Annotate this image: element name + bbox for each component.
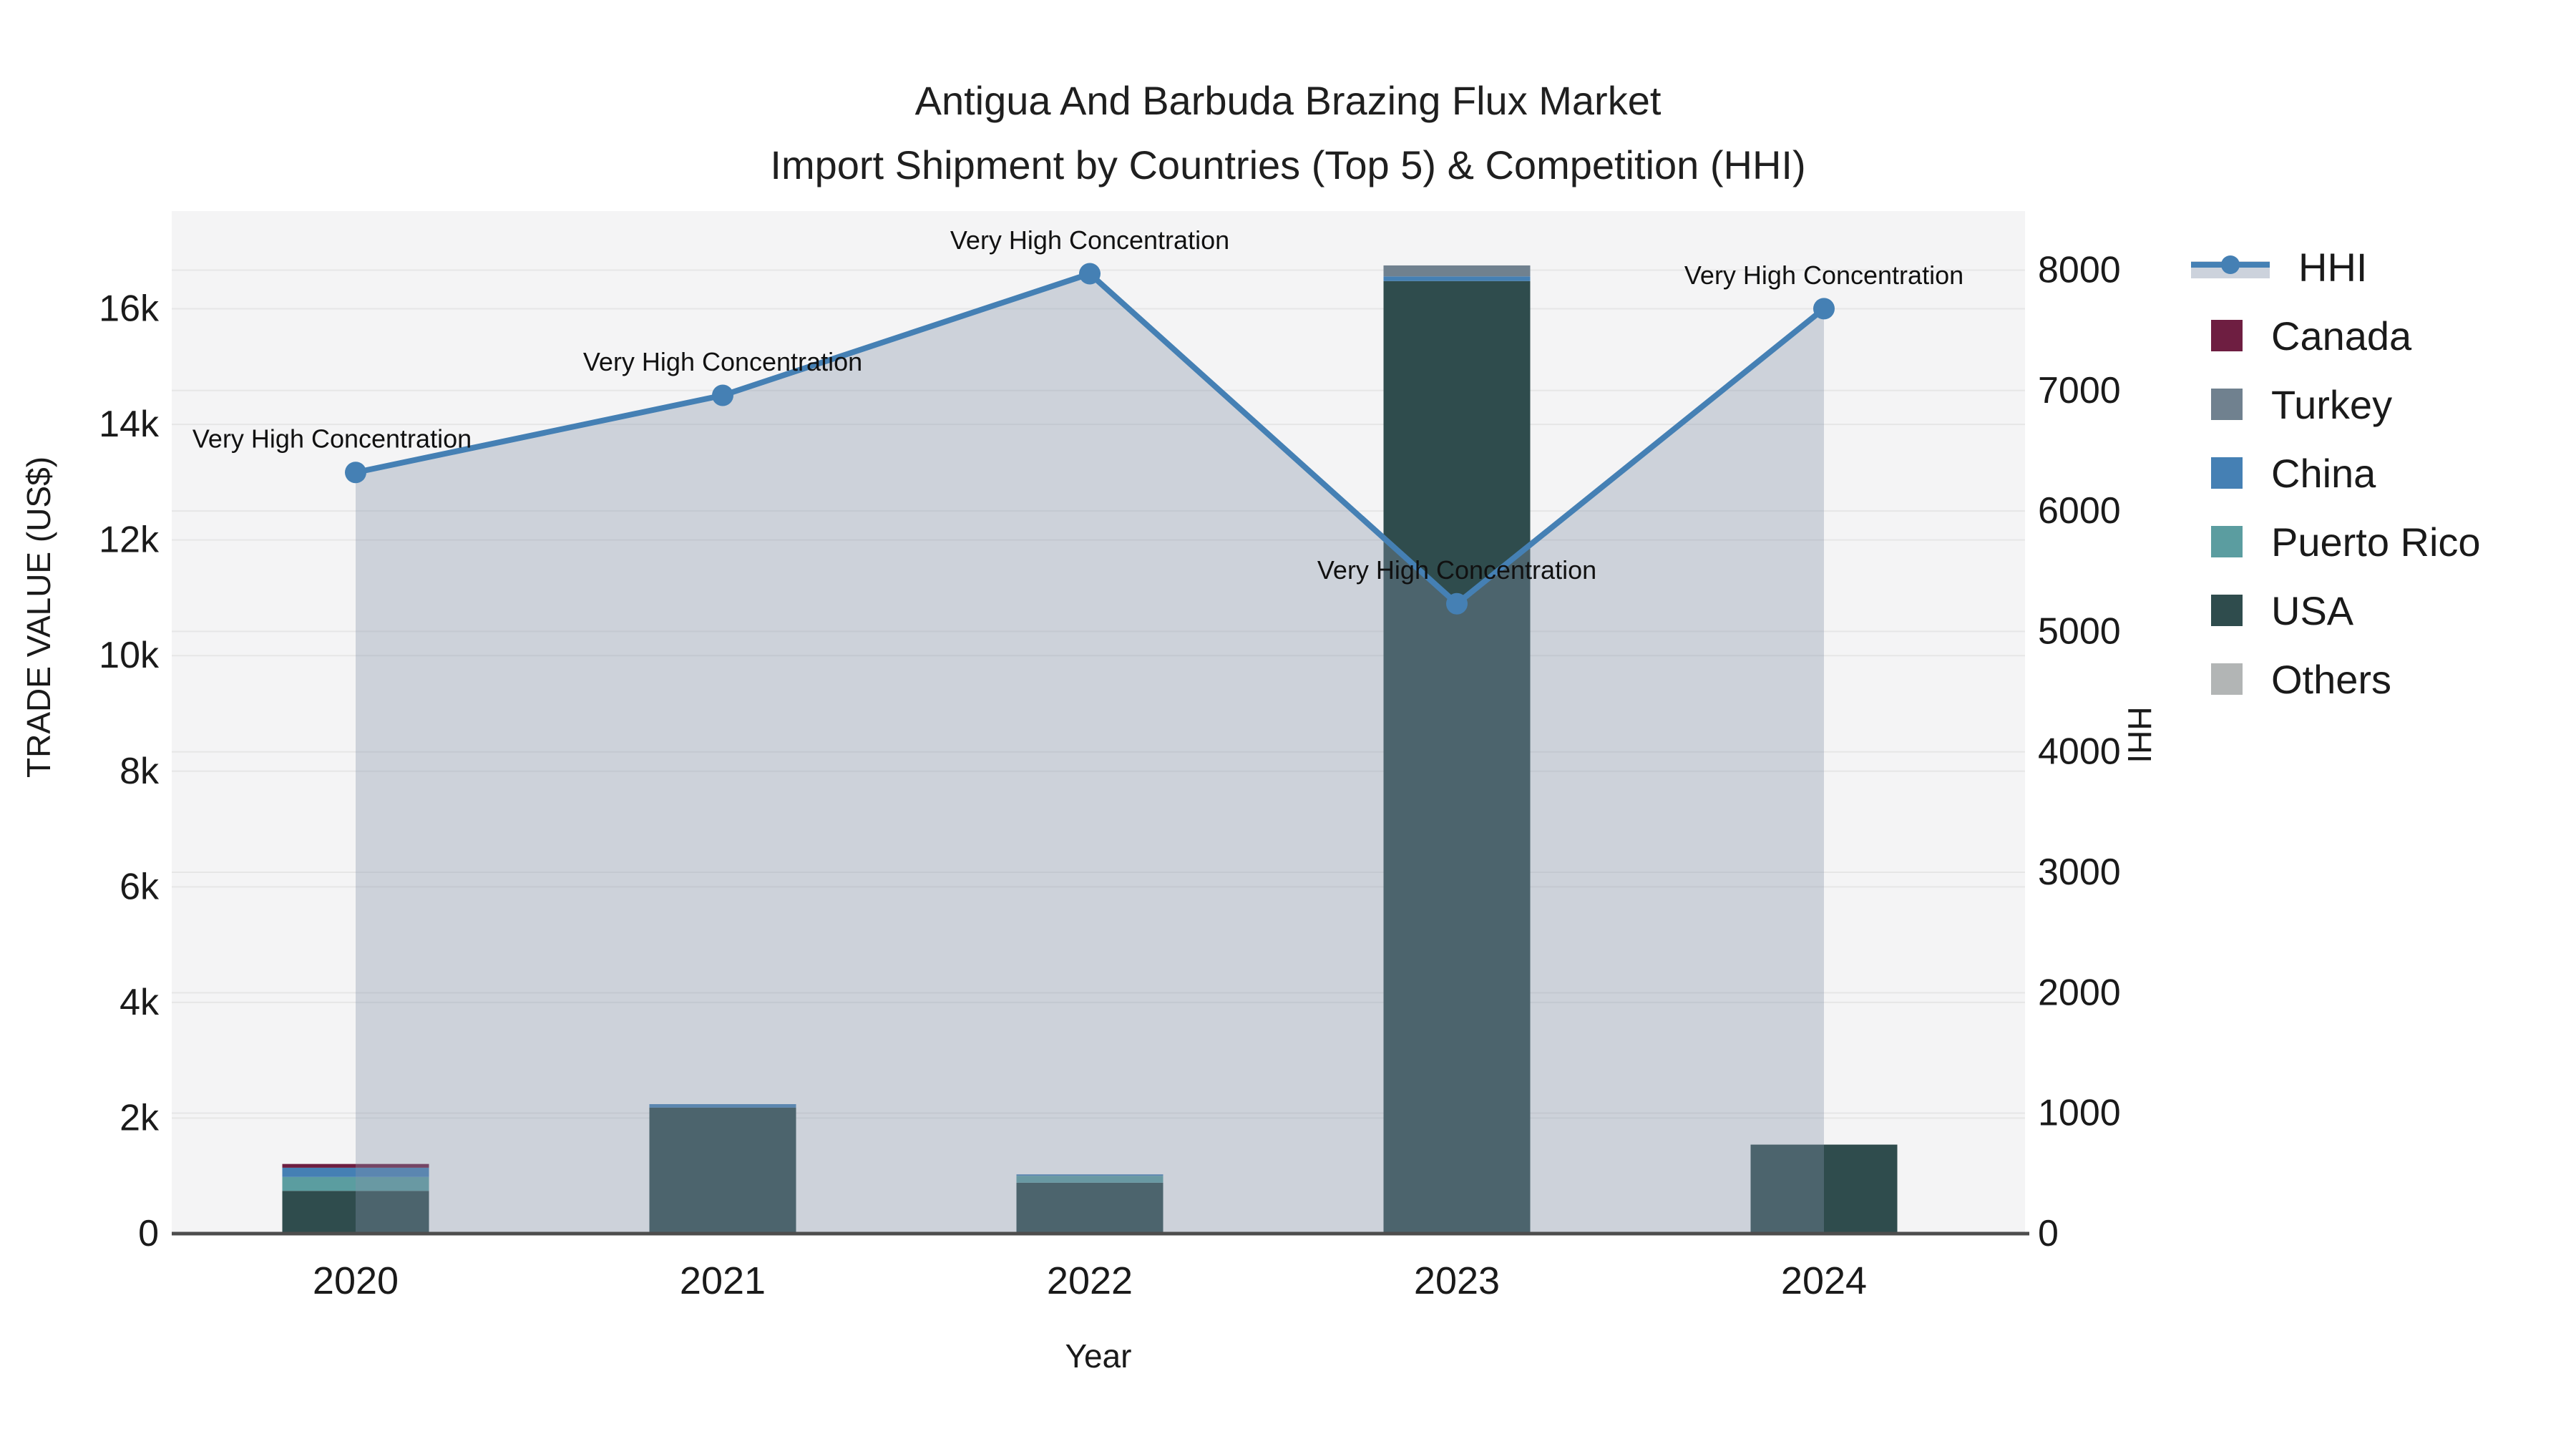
y-right-tick-3000: 3000 xyxy=(2038,852,2121,893)
y-right-tick-8000: 8000 xyxy=(2038,249,2121,291)
y-left-tick-6k: 6k xyxy=(119,866,160,907)
y-right-tick-4000: 4000 xyxy=(2038,731,2121,773)
legend-hhi-line-swatch xyxy=(2191,251,2270,283)
y-right-tick-1000: 1000 xyxy=(2038,1093,2121,1134)
legend-label-turkey: Turkey xyxy=(2271,381,2393,427)
legend-item-hhi[interactable]: HHI xyxy=(2191,233,2367,301)
hhi-marker-2024[interactable] xyxy=(1813,298,1835,320)
bar-segment-china-2021[interactable] xyxy=(649,1104,796,1108)
x-tick-2020: 2020 xyxy=(313,1259,399,1302)
y-right-tick-2000: 2000 xyxy=(2038,972,2121,1013)
y-left-tick-4k: 4k xyxy=(119,982,160,1023)
bar-segment-china-2020[interactable] xyxy=(282,1167,429,1177)
y-right-tick-6000: 6000 xyxy=(2038,490,2121,532)
chart-title-line2: Import Shipment by Countries (Top 5) & C… xyxy=(770,142,1806,187)
y-left-tick-16k: 16k xyxy=(99,288,160,330)
hhi-marker-2021[interactable] xyxy=(712,384,733,406)
x-tick-2024: 2024 xyxy=(1781,1259,1867,1302)
x-tick-2022: 2022 xyxy=(1047,1259,1133,1302)
x-tick-2023: 2023 xyxy=(1414,1259,1500,1302)
legend-label-china: China xyxy=(2271,450,2376,496)
plot-background xyxy=(172,211,2025,1234)
legend-item-puerto-rico[interactable]: Puerto Rico xyxy=(2191,507,2481,576)
hhi-area xyxy=(356,273,1824,1234)
legend-label-puerto-rico: Puerto Rico xyxy=(2271,519,2481,565)
bar-segment-puerto-rico-2020[interactable] xyxy=(282,1176,429,1191)
bar-segment-usa-2023[interactable] xyxy=(1383,280,1531,1234)
hhi-marker-2023[interactable] xyxy=(1446,592,1468,615)
legend-swatch-others xyxy=(2211,663,2243,695)
annotation-2022: Very High Concentration xyxy=(950,225,1229,255)
legend-swatch-turkey xyxy=(2211,389,2243,420)
legend-hhi-marker-dot xyxy=(2221,255,2240,274)
hhi-marker-2020[interactable] xyxy=(345,462,366,484)
bar-segment-puerto-rico-2022[interactable] xyxy=(1016,1176,1163,1183)
legend-label-others: Others xyxy=(2271,656,2392,702)
y-left-tick-8k: 8k xyxy=(119,751,160,792)
y-right-tick-0: 0 xyxy=(2038,1213,2059,1254)
bar-segment-usa-2022[interactable] xyxy=(1016,1182,1163,1234)
legend-swatch-usa xyxy=(2211,595,2243,626)
left-axis-title: TRADE VALUE (US$) xyxy=(20,456,57,778)
annotation-2020: Very High Concentration xyxy=(192,424,472,454)
legend-item-china[interactable]: China xyxy=(2191,439,2376,507)
legend-item-canada[interactable]: Canada xyxy=(2191,301,2411,370)
bar-segment-usa-2020[interactable] xyxy=(282,1191,429,1234)
bar-segment-turkey-2023[interactable] xyxy=(1383,265,1531,277)
bar-segment-usa-2021[interactable] xyxy=(649,1107,796,1234)
y-left-tick-14k: 14k xyxy=(99,404,160,445)
chart-title: Antigua And Barbuda Brazing Flux Market … xyxy=(0,69,2576,197)
chart-title-line1: Antigua And Barbuda Brazing Flux Market xyxy=(914,78,1662,123)
right-axis-title: HHI xyxy=(2121,706,2158,763)
legend-item-others[interactable]: Others xyxy=(2191,645,2391,713)
y-left-tick-10k: 10k xyxy=(99,635,160,676)
legend-label-usa: USA xyxy=(2271,587,2354,633)
y-left-tick-0: 0 xyxy=(138,1213,159,1254)
x-axis-title: Year xyxy=(1065,1337,1132,1375)
legend-item-turkey[interactable]: Turkey xyxy=(2191,370,2392,439)
x-tick-2021: 2021 xyxy=(680,1259,766,1302)
bar-segment-canada-2020[interactable] xyxy=(282,1163,429,1168)
legend-item-usa[interactable]: USA xyxy=(2191,576,2353,645)
y-left-tick-12k: 12k xyxy=(99,519,160,561)
annotation-2024: Very High Concentration xyxy=(1684,260,1963,290)
y-right-tick-5000: 5000 xyxy=(2038,610,2121,652)
y-right-tick-7000: 7000 xyxy=(2038,370,2121,411)
annotation-2021: Very High Concentration xyxy=(583,347,862,376)
annotation-2023: Very High Concentration xyxy=(1317,555,1596,585)
hhi-marker-2022[interactable] xyxy=(1079,263,1101,285)
legend-label-canada: Canada xyxy=(2271,313,2412,358)
legend-swatch-canada xyxy=(2211,320,2243,351)
legend-swatch-puerto-rico xyxy=(2211,526,2243,557)
y-left-tick-2k: 2k xyxy=(119,1097,160,1138)
bar-segment-china-2023[interactable] xyxy=(1383,276,1531,281)
bar-segment-usa-2024[interactable] xyxy=(1750,1144,1898,1234)
bar-segment-china-2022[interactable] xyxy=(1016,1174,1163,1176)
legend-label-hhi: HHI xyxy=(2298,244,2368,290)
legend-swatch-china xyxy=(2211,457,2243,489)
